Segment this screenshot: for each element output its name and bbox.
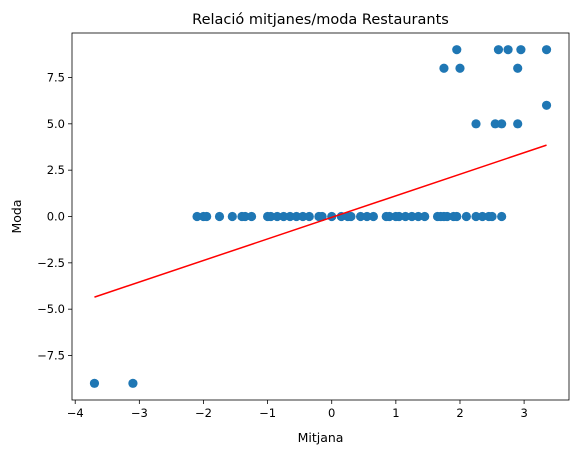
data-marks (89, 45, 552, 388)
data-point (192, 211, 202, 222)
data-point (439, 63, 449, 73)
data-point (346, 211, 356, 222)
data-point (452, 211, 462, 222)
y-axis-label: Moda (9, 199, 24, 233)
x-tick-label: 0 (328, 406, 335, 420)
data-point (368, 211, 379, 222)
data-point (420, 211, 430, 222)
data-point (279, 211, 289, 222)
data-point (490, 119, 500, 129)
data-point (227, 211, 237, 222)
x-tick-label: 1 (392, 406, 399, 420)
data-point (493, 45, 504, 55)
y-tick-label: 2.5 (47, 163, 65, 177)
data-point (317, 211, 327, 222)
data-point (497, 211, 507, 222)
data-point (413, 211, 423, 222)
data-point (455, 63, 465, 73)
data-point (266, 211, 276, 222)
data-point (298, 211, 308, 222)
data-point (471, 211, 481, 222)
y-tick-label: 5.0 (47, 117, 65, 131)
data-point (128, 378, 138, 388)
axes: −4 −3 −2 −1 0 1 2 3 −7.5 −5.0 −2.5 0.0 2.5 5.0 7.5 (37, 70, 528, 420)
data-point (214, 211, 225, 222)
data-point (291, 211, 302, 222)
data-point (304, 211, 314, 222)
data-point (202, 211, 212, 222)
regression-line (94, 144, 547, 298)
chart-title: Relació mitjanes/moda Restaurants (192, 12, 449, 28)
data-point (400, 211, 411, 222)
y-tick-label: 0.0 (47, 210, 65, 224)
x-axis-label: Mitjana (298, 430, 344, 445)
data-point (487, 211, 497, 222)
data-point (513, 119, 523, 129)
x-tick-label: −1 (259, 406, 276, 420)
data-point (477, 211, 488, 222)
data-point (503, 45, 513, 55)
data-point (355, 211, 366, 222)
data-point (246, 211, 257, 222)
data-point (452, 45, 462, 55)
data-point (461, 211, 471, 222)
data-point (442, 211, 452, 222)
x-tick-label: −4 (67, 406, 84, 420)
data-point (513, 63, 523, 73)
data-point (471, 119, 481, 129)
data-point (384, 211, 395, 222)
y-tick-label: −7.5 (37, 349, 65, 363)
data-point (497, 119, 507, 129)
data-point (285, 211, 295, 222)
data-point (516, 45, 526, 55)
data-point (541, 100, 552, 110)
data-point (272, 211, 282, 222)
data-point (240, 211, 250, 222)
y-tick-label: −2.5 (37, 256, 65, 270)
x-tick-label: 2 (456, 406, 463, 420)
data-point (89, 378, 100, 388)
data-point (541, 45, 552, 55)
y-tick-label: 7.5 (47, 70, 65, 84)
x-tick-label: −2 (195, 406, 212, 420)
data-point (407, 211, 417, 222)
x-tick-label: −3 (131, 406, 148, 420)
x-tick-label: 3 (520, 406, 527, 420)
data-point (394, 211, 404, 222)
plot-frame (71, 32, 570, 401)
data-point (362, 211, 372, 222)
y-tick-label: −5.0 (37, 302, 65, 316)
